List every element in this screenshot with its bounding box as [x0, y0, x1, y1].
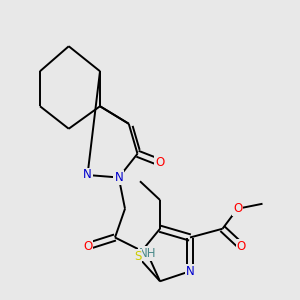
- Text: O: O: [233, 202, 242, 215]
- Text: N: N: [186, 265, 194, 278]
- Text: O: O: [155, 156, 165, 169]
- Text: S: S: [134, 250, 141, 263]
- Text: O: O: [83, 240, 92, 253]
- Text: N: N: [114, 171, 123, 184]
- Text: NH: NH: [139, 247, 156, 260]
- Text: N: N: [83, 169, 92, 182]
- Text: O: O: [237, 240, 246, 253]
